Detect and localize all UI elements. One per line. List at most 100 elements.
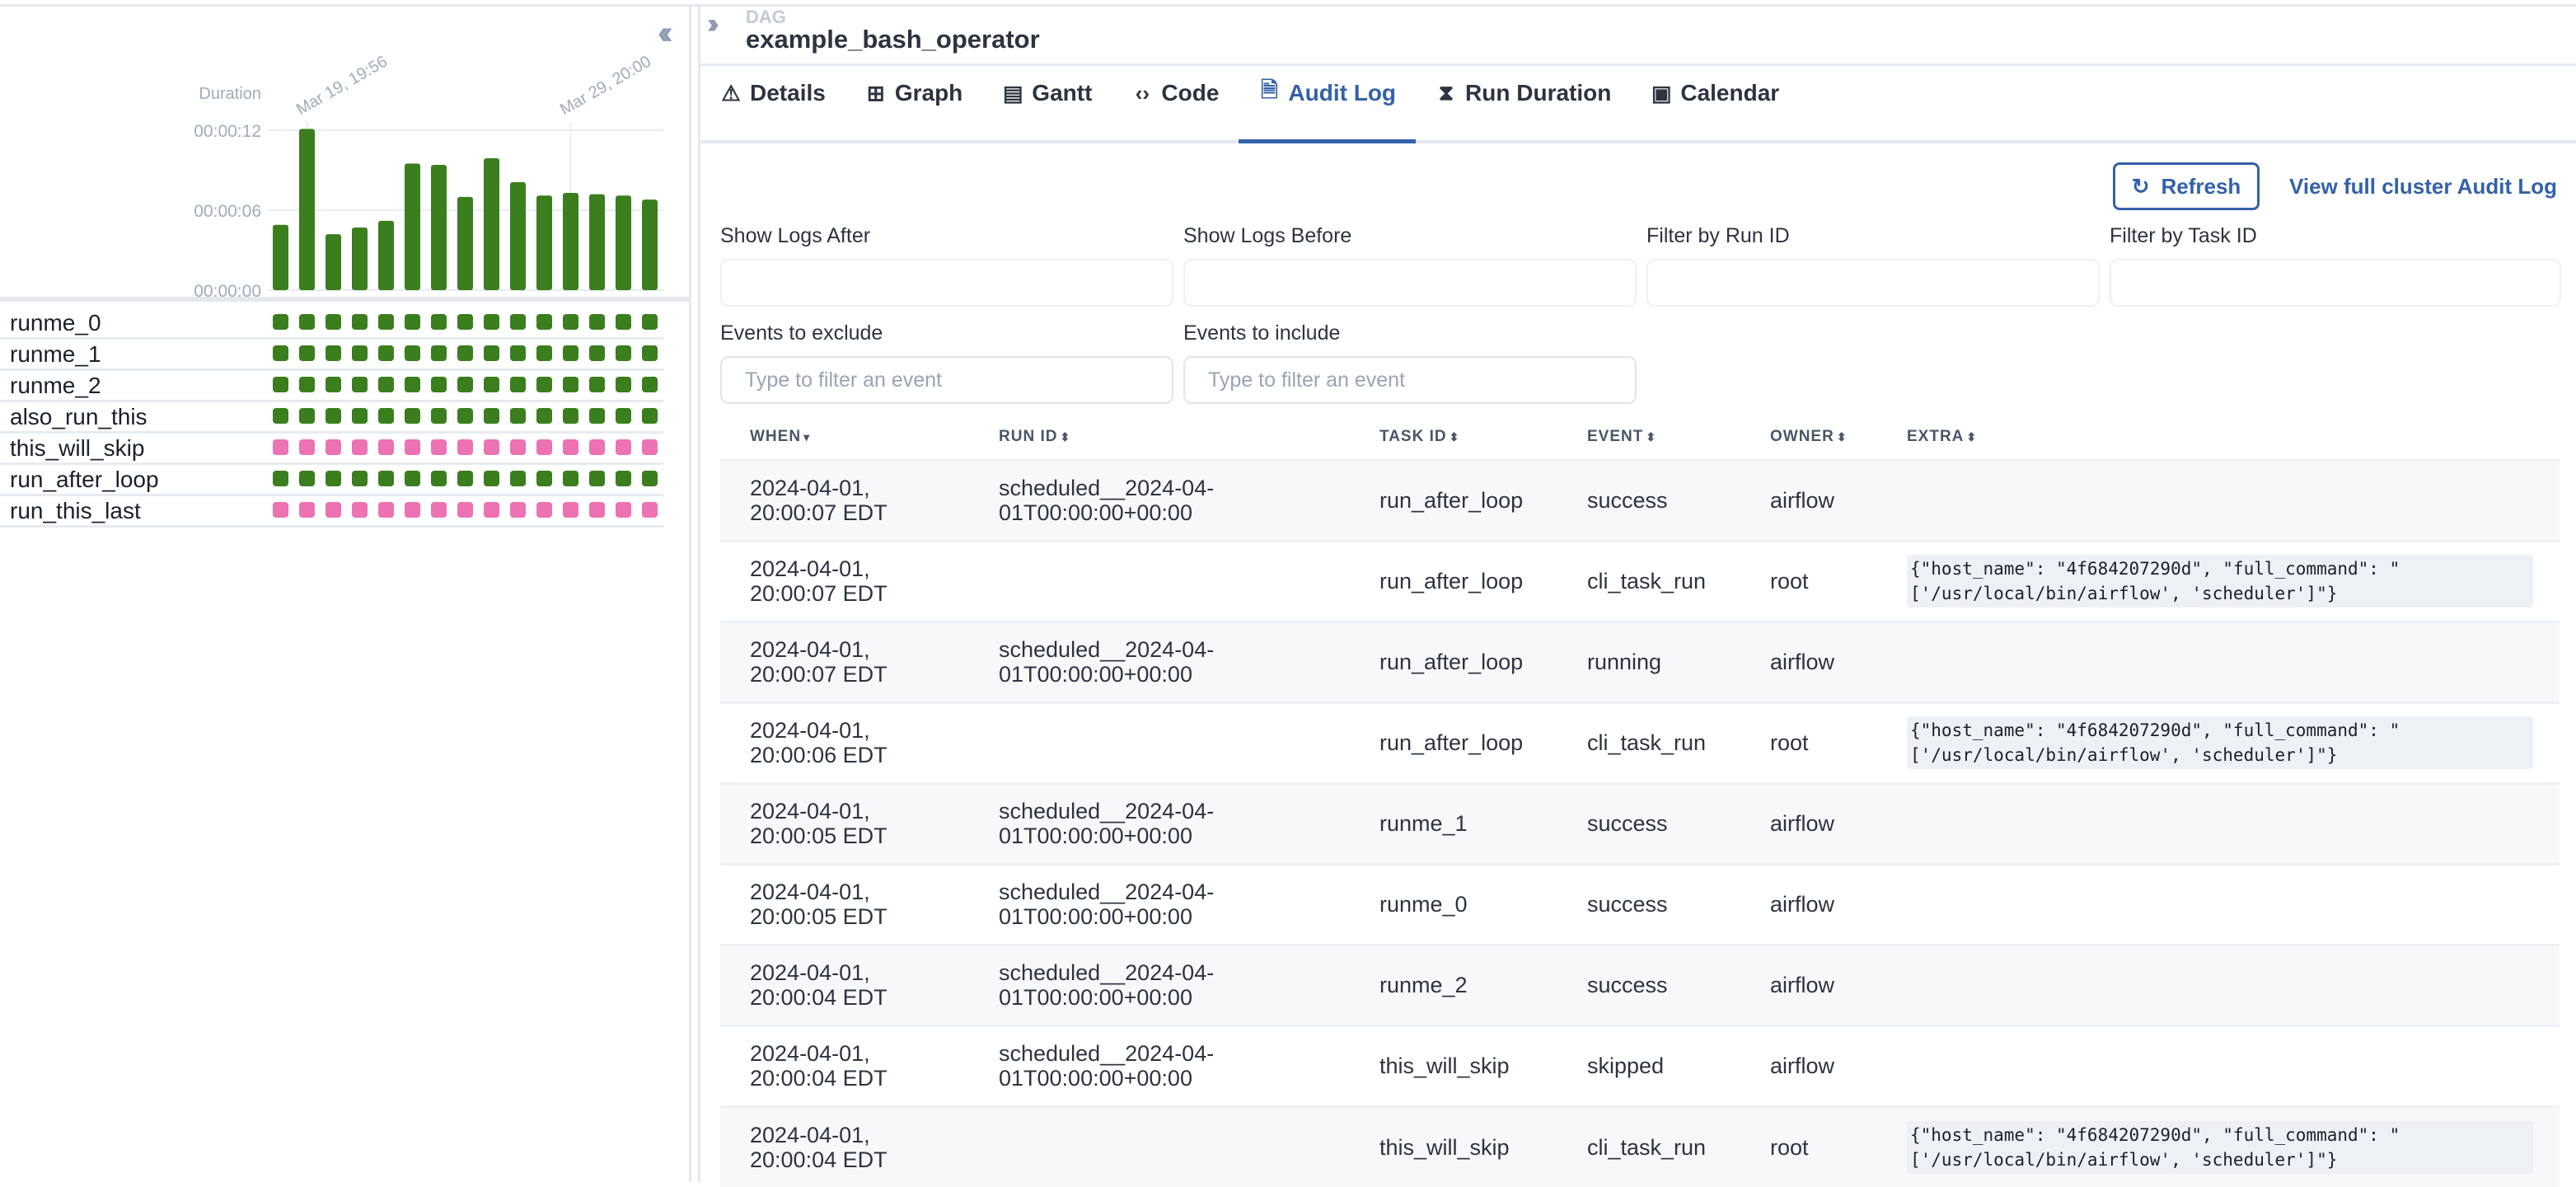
task-instance-success[interactable] (616, 471, 631, 486)
panel-resize-handle[interactable] (689, 7, 700, 1182)
task-instance-skipped[interactable] (536, 439, 552, 455)
task-instance-skipped[interactable] (510, 439, 526, 455)
task-row[interactable]: runme_1 (0, 340, 663, 371)
task-instance-skipped[interactable] (457, 502, 473, 518)
task-instance-success[interactable] (563, 408, 578, 424)
task-instance-success[interactable] (378, 345, 394, 361)
task-instance-success[interactable] (642, 345, 658, 361)
task-name[interactable]: runme_2 (10, 373, 101, 398)
task-instance-success[interactable] (536, 408, 552, 424)
task-instance-success[interactable] (352, 377, 368, 392)
filter-task-id-input[interactable] (2110, 259, 2561, 307)
double-chevron-right-icon[interactable]: ›› (707, 8, 719, 40)
task-instance-success[interactable] (431, 377, 447, 392)
task-instance-skipped[interactable] (457, 439, 473, 455)
task-instance-success[interactable] (457, 314, 473, 330)
task-instance-skipped[interactable] (642, 502, 658, 518)
task-instance-success[interactable] (589, 471, 605, 486)
tab-gantt[interactable]: ▤ Gantt (982, 63, 1112, 140)
task-instance-success[interactable] (431, 408, 447, 424)
task-name[interactable]: run_after_loop (10, 467, 159, 492)
task-instance-success[interactable] (536, 471, 552, 486)
task-instance-success[interactable] (273, 408, 288, 424)
task-instance-success[interactable] (642, 314, 658, 330)
task-instance-success[interactable] (563, 377, 578, 392)
task-instance-skipped[interactable] (273, 439, 288, 455)
task-instance-success[interactable] (616, 408, 631, 424)
task-instance-success[interactable] (431, 471, 447, 486)
task-instance-success[interactable] (484, 345, 499, 361)
column-header-run-id[interactable]: RUN ID ⬍ (969, 415, 1350, 460)
task-instance-success[interactable] (326, 345, 341, 361)
task-instance-success[interactable] (299, 408, 315, 424)
task-instance-success[interactable] (510, 471, 526, 486)
task-instance-success[interactable] (352, 471, 368, 486)
task-instance-success[interactable] (299, 377, 315, 392)
task-instance-success[interactable] (326, 408, 341, 424)
tab-calendar[interactable]: ▣ Calendar (1631, 63, 1799, 140)
task-instance-success[interactable] (405, 314, 420, 330)
task-row[interactable]: runme_0 (0, 308, 663, 340)
task-instance-success[interactable] (299, 314, 315, 330)
task-instance-success[interactable] (352, 408, 368, 424)
show-logs-before-input[interactable] (1183, 259, 1637, 307)
task-instance-skipped[interactable] (405, 502, 420, 518)
task-instance-skipped[interactable] (352, 439, 368, 455)
column-header-owner[interactable]: OWNER ⬍ (1740, 415, 1877, 460)
task-instance-skipped[interactable] (299, 502, 315, 518)
task-instance-skipped[interactable] (431, 439, 447, 455)
task-instance-success[interactable] (563, 345, 578, 361)
task-instance-success[interactable] (378, 471, 394, 486)
task-instance-success[interactable] (273, 377, 288, 392)
task-instance-success[interactable] (299, 345, 315, 361)
tab-code[interactable]: ‹› Code (1112, 63, 1239, 140)
page-title[interactable]: example_bash_operator (746, 25, 1040, 54)
filter-run-id-input[interactable] (1646, 259, 2100, 307)
tab-run-duration[interactable]: ⧗ Run Duration (1416, 63, 1631, 140)
column-header-when[interactable]: WHEN ▾ (720, 415, 969, 460)
task-name[interactable]: runme_1 (10, 341, 101, 367)
task-instance-success[interactable] (616, 377, 631, 392)
events-include-input[interactable] (1183, 356, 1637, 404)
task-row[interactable]: also_run_this (0, 402, 663, 434)
task-instance-skipped[interactable] (273, 502, 288, 518)
tab-details[interactable]: ⚠ Details (700, 63, 845, 140)
task-instance-skipped[interactable] (616, 439, 631, 455)
task-name[interactable]: run_this_last (10, 498, 141, 523)
task-instance-skipped[interactable] (510, 502, 526, 518)
task-instance-success[interactable] (326, 471, 341, 486)
task-instance-success[interactable] (510, 377, 526, 392)
task-row[interactable]: this_will_skip (0, 434, 663, 465)
task-instance-skipped[interactable] (484, 439, 499, 455)
task-instance-success[interactable] (589, 377, 605, 392)
task-instance-skipped[interactable] (589, 439, 605, 455)
task-instance-success[interactable] (405, 377, 420, 392)
task-instance-success[interactable] (642, 377, 658, 392)
task-instance-success[interactable] (378, 314, 394, 330)
task-name[interactable]: runme_0 (10, 310, 101, 335)
task-instance-success[interactable] (589, 408, 605, 424)
task-instance-skipped[interactable] (563, 502, 578, 518)
task-instance-success[interactable] (378, 408, 394, 424)
task-instance-skipped[interactable] (299, 439, 315, 455)
column-header-extra[interactable]: EXTRA ⬍ (1877, 415, 2560, 460)
task-instance-success[interactable] (616, 314, 631, 330)
task-instance-skipped[interactable] (484, 502, 499, 518)
tab-graph[interactable]: ⊞ Graph (845, 63, 982, 140)
task-instance-success[interactable] (589, 314, 605, 330)
task-instance-skipped[interactable] (326, 439, 341, 455)
task-instance-success[interactable] (273, 314, 288, 330)
task-instance-success[interactable] (457, 377, 473, 392)
task-instance-success[interactable] (299, 471, 315, 486)
task-instance-success[interactable] (484, 377, 499, 392)
task-instance-success[interactable] (642, 471, 658, 486)
column-header-event[interactable]: EVENT ⬍ (1557, 415, 1740, 460)
task-instance-success[interactable] (510, 314, 526, 330)
tab-audit-log[interactable]: 🗎 Audit Log (1239, 63, 1416, 143)
task-instance-success[interactable] (405, 345, 420, 361)
show-logs-after-input[interactable] (720, 259, 1173, 307)
column-header-task-id[interactable]: TASK ID ⬍ (1350, 415, 1557, 460)
task-instance-success[interactable] (510, 408, 526, 424)
task-instance-success[interactable] (563, 471, 578, 486)
task-instance-success[interactable] (484, 314, 499, 330)
